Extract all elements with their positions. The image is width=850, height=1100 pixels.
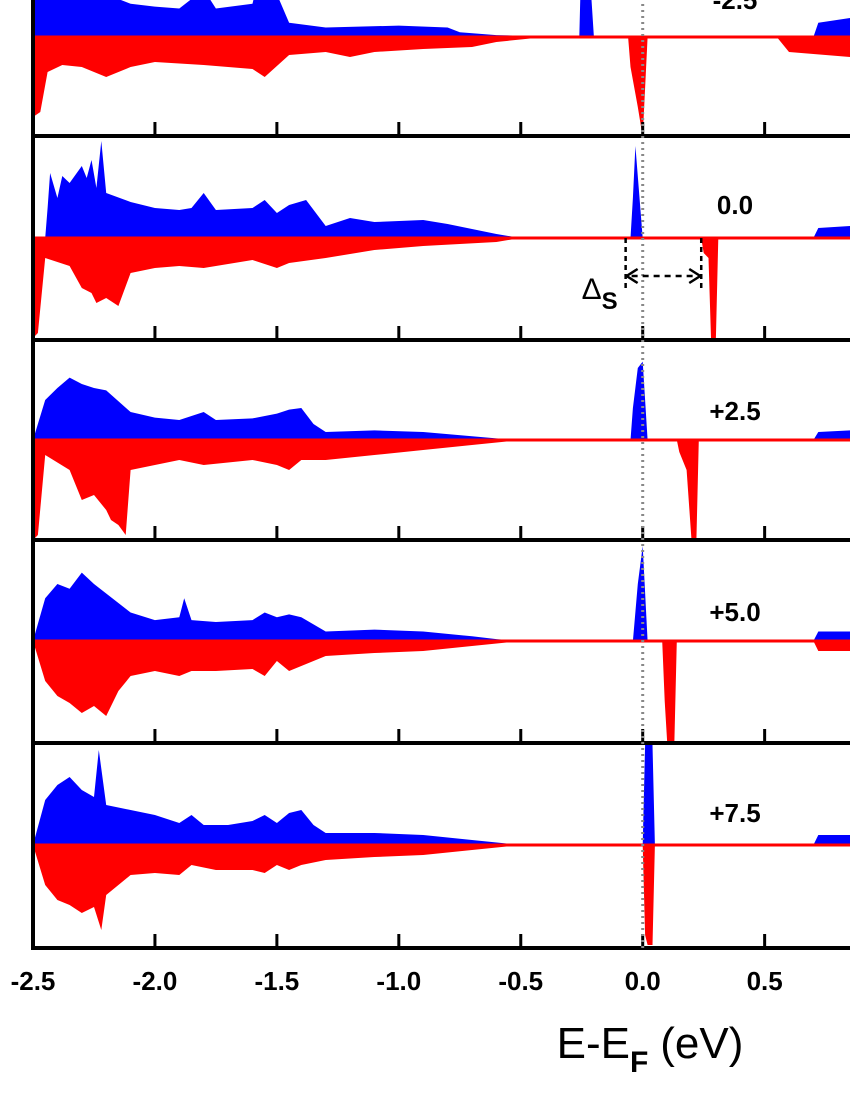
dos-panel-3: +5.0 xyxy=(31,540,850,745)
spin-up-area-3 xyxy=(33,546,850,641)
dos-panel-2: +2.5 xyxy=(31,340,850,542)
panel-label-2: +2.5 xyxy=(709,396,760,426)
spin-down-area-3 xyxy=(33,641,850,741)
panel-label-1: 0.0 xyxy=(717,190,753,220)
spin-down-area-2 xyxy=(33,440,850,540)
x-axis-label-main: E-E xyxy=(557,1019,630,1068)
spin-down-area-4 xyxy=(33,845,850,945)
x-tick-label: -0.5 xyxy=(498,966,543,996)
delta-s-symbol: Δ xyxy=(582,273,602,306)
x-axis-label-unit: (eV) xyxy=(660,1019,743,1068)
x-tick-labels: -2.5 -2.0 -1.5 -1.0 -0.5 0.0 0.5 xyxy=(11,966,783,996)
x-tick-label: -2.0 xyxy=(133,966,178,996)
x-tick-label: -1.5 xyxy=(254,966,299,996)
dos-panel-1: 0.0 xyxy=(31,136,850,342)
panel-label-4: +7.5 xyxy=(709,798,760,828)
dos-panel-0: -2.5 xyxy=(31,0,850,138)
spin-up-area-4 xyxy=(33,745,850,845)
delta-s-label: ΔS xyxy=(582,273,618,315)
panels-layer: -2.5 0.0 +2.5 +5.0 +7.5 xyxy=(31,0,850,950)
spin-up-area-2 xyxy=(33,361,850,440)
spin-down-area-1 xyxy=(33,238,850,338)
delta-s-arrowhead-left xyxy=(624,267,639,285)
delta-s-arrowhead-right xyxy=(688,267,703,285)
delta-s-subscript: S xyxy=(602,288,618,315)
panel-label-0: -2.5 xyxy=(713,0,758,15)
x-tick-label: -1.0 xyxy=(376,966,421,996)
spin-up-area-1 xyxy=(33,141,850,238)
x-axis-label: E-EF (eV) xyxy=(557,1019,744,1079)
panel-label-3: +5.0 xyxy=(709,597,760,627)
x-tick-label: 0.0 xyxy=(625,966,661,996)
x-tick-label: -2.5 xyxy=(11,966,56,996)
delta-s-annotation: ΔS xyxy=(582,238,703,315)
spin-up-area-0 xyxy=(33,0,850,37)
dos-panel-4: +7.5 xyxy=(31,743,850,950)
x-axis-label-sub: F xyxy=(630,1046,648,1079)
x-tick-label: 0.5 xyxy=(747,966,783,996)
spin-down-area-0 xyxy=(33,37,850,137)
